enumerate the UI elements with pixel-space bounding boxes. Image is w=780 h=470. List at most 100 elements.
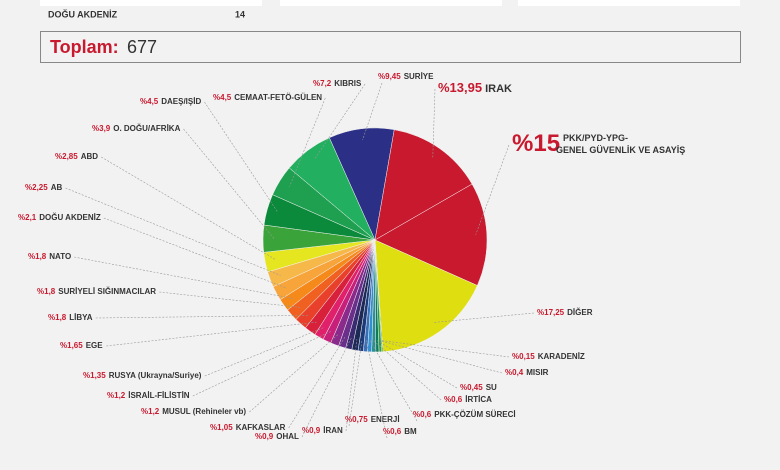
slice-name: OHAL <box>276 432 299 441</box>
slice-percent: %2,85 <box>55 152 78 161</box>
slice-label: %0,75 ENERJİ <box>345 415 400 424</box>
pie-slice <box>374 183 488 286</box>
slice-name: İSRAİL-FİLİSTİN <box>128 391 190 400</box>
slice-name: MISIR <box>526 368 548 377</box>
slice-label: %15 PKK/PYD-YPG- GENEL GÜVENLİK VE ASAYİŞ <box>512 130 685 157</box>
slice-name-line: AB <box>51 183 63 192</box>
slice-percent: %0,75 <box>345 415 368 424</box>
slice-label: %1,35 RUSYA (Ukrayna/Suriye) <box>83 371 202 380</box>
slice-name: KARADENİZ <box>538 352 585 361</box>
slice-percent: %1,2 <box>107 391 126 400</box>
slice-name-line: RUSYA (Ukrayna/Suriye) <box>109 371 202 380</box>
slice-name-line: KIBRIS <box>334 79 362 88</box>
slice-name: IRAK <box>485 83 512 95</box>
slice-label: %4,5 CEMAAT-FETÖ-GÜLEN <box>213 93 322 102</box>
slice-percent: %1,8 <box>48 313 67 322</box>
slice-name: AB <box>51 183 63 192</box>
slice-name-line: BM <box>404 427 417 436</box>
pie <box>262 127 488 353</box>
slice-label: %3,9 O. DOĞU/AFRİKA <box>92 124 181 133</box>
leader-line <box>204 326 325 377</box>
slice-name-line: DOĞU AKDENİZ <box>39 213 101 222</box>
slice-name-line: MISIR <box>526 368 548 377</box>
slice-name: KIBRIS <box>334 79 362 88</box>
slice-name: ABD <box>81 152 99 161</box>
slice-label: %1,65 EGE <box>60 341 103 350</box>
slice-percent: %0,4 <box>505 368 524 377</box>
leader-line <box>432 312 535 323</box>
slice-name-line: PKK-ÇÖZÜM SÜRECİ <box>434 410 515 419</box>
slice-name-line: EGE <box>86 341 104 350</box>
slice-name: DAEŞ/IŞİD <box>161 97 201 106</box>
leader-line <box>192 330 332 397</box>
slice-name-line: İRTİCA <box>465 395 492 404</box>
leader-line <box>475 144 510 235</box>
slice-name: PKK-ÇÖZÜM SÜRECİ <box>434 410 515 419</box>
leader-line <box>95 315 309 319</box>
leader-line <box>301 337 352 438</box>
total-value: 677 <box>127 37 157 57</box>
row-name: DOĞU AKDENİZ <box>48 8 118 19</box>
slice-label: %0,9 OHAL <box>255 432 299 441</box>
row-bg <box>518 0 740 6</box>
slice-label: %13,95 IRAK <box>438 80 512 95</box>
slice-percent: %1,65 <box>60 341 83 350</box>
row-count: 14 <box>235 9 245 19</box>
slice-percent: %7,2 <box>313 79 332 88</box>
slice-percent: %0,6 <box>383 427 402 436</box>
leader-line <box>103 217 287 289</box>
slice-name-line: OHAL <box>276 432 299 441</box>
slice-name-line: İRAN <box>323 426 343 435</box>
leader-line <box>377 340 458 389</box>
slice-name-line: O. DOĞU/AFRİKA <box>113 124 180 133</box>
slice-name-line: CEMAAT-FETÖ-GÜLEN <box>234 93 322 102</box>
slice-name: LİBYA <box>69 313 92 322</box>
leader-line <box>381 340 510 358</box>
slice-name-line: SU <box>486 383 497 392</box>
leader-line <box>106 321 317 347</box>
slice-percent: %17,25 <box>537 308 565 317</box>
slice-percent: %4,5 <box>213 93 232 102</box>
slice-name: SURİYE <box>404 72 434 81</box>
slice-name: CEMAAT-FETÖ-GÜLEN <box>234 93 322 102</box>
slice-name-line: KARADENİZ <box>538 352 585 361</box>
slice-percent: %0,15 <box>512 352 535 361</box>
leader-line <box>183 128 275 239</box>
slice-name-line: İSRAİL-FİLİSTİN <box>128 391 190 400</box>
slice-label: %0,6 İRTİCA <box>444 395 492 404</box>
slice-name-line: IRAK <box>485 83 512 95</box>
slice-name: DİĞER <box>567 308 593 317</box>
row-bg <box>280 0 502 6</box>
slice-percent: %2,25 <box>25 183 48 192</box>
slice-name: EGE <box>86 341 104 350</box>
slice-percent: %1,8 <box>28 252 47 261</box>
pie-slice <box>374 129 473 241</box>
slice-label: %0,6 PKK-ÇÖZÜM SÜRECİ <box>413 410 516 419</box>
slice-percent: %1,2 <box>141 407 160 416</box>
slice-percent: %1,05 <box>210 423 233 432</box>
leader-line <box>204 101 279 213</box>
slice-name-line: PKK/PYD-YPG- <box>563 133 628 143</box>
slice-label: %0,6 BM <box>383 427 417 436</box>
slice-label: %1,2 İSRAİL-FİLİSTİN <box>107 391 190 400</box>
slice-name-line: LİBYA <box>69 313 92 322</box>
slice-name-line: ABD <box>81 152 99 161</box>
slice-label: %2,1 DOĞU AKDENİZ <box>18 213 101 222</box>
slice-name-line: GENEL GÜVENLİK VE ASAYİŞ <box>556 145 685 155</box>
slice-label: %1,8 LİBYA <box>48 313 93 322</box>
leader-line <box>362 82 383 141</box>
slice-label: %7,2 KIBRIS <box>313 79 362 88</box>
leader-line <box>288 336 346 429</box>
slice-label: %0,15 KARADENİZ <box>512 352 585 361</box>
leaders <box>65 82 535 439</box>
leader-line <box>369 340 418 422</box>
slice-name-line: SURİYELİ SIĞINMACILAR <box>58 287 156 296</box>
slice-label: %1,8 SURİYELİ SIĞINMACILAR <box>37 287 156 296</box>
slice-percent: %4,5 <box>140 97 159 106</box>
slice-label: %2,85 ABD <box>55 152 98 161</box>
slice-label: %9,45 SURİYE <box>378 72 434 81</box>
slice-label: %17,25 DİĞER <box>537 308 593 317</box>
slice-name: SURİYELİ SIĞINMACILAR <box>58 287 156 296</box>
leader-line <box>289 97 326 187</box>
